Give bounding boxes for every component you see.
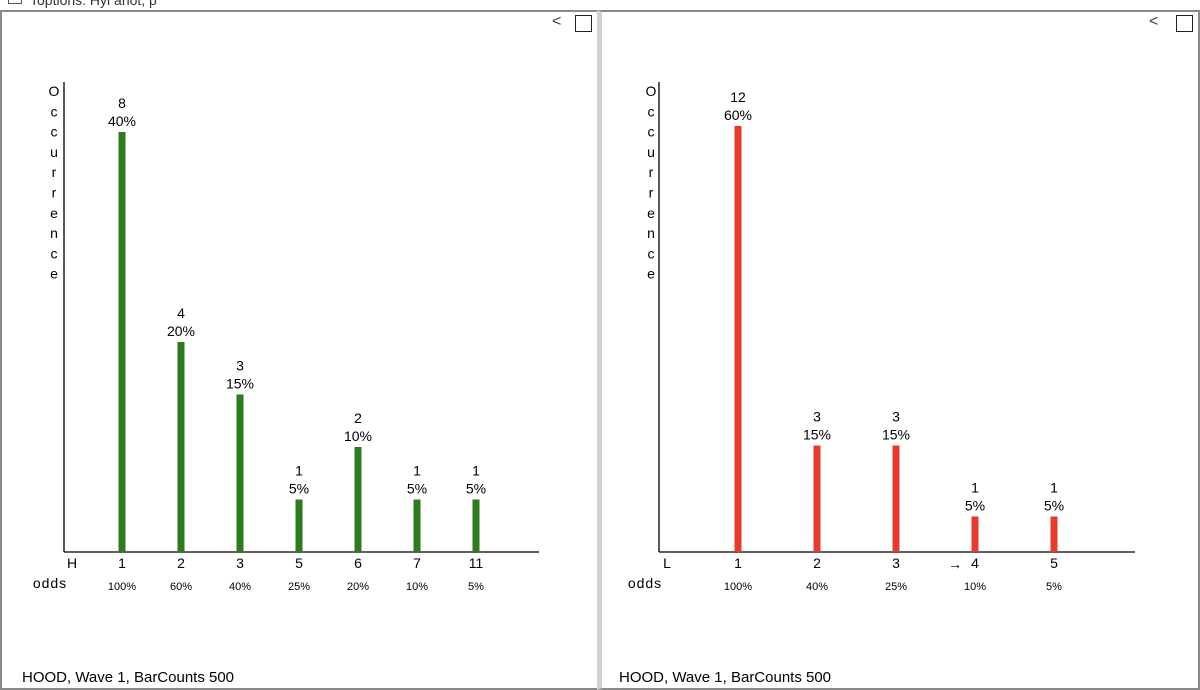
x-tick-label: 5 — [1050, 555, 1058, 571]
window-icon — [8, 0, 22, 4]
low-odds-chart: OccurrenceLodds1260%1100%315%240%315%325… — [628, 82, 1135, 593]
maximize-button[interactable] — [575, 15, 592, 32]
bar-count-label: 1 — [971, 480, 979, 496]
y-axis-label-char: e — [647, 205, 655, 221]
odds-percent-label: 100% — [108, 581, 136, 593]
odds-percent-label: 10% — [964, 581, 986, 593]
odds-percent-label: 25% — [885, 581, 907, 593]
odds-percent-label: 5% — [1046, 581, 1062, 593]
axis-tag-label: L — [663, 555, 671, 571]
y-axis-label-char: c — [51, 103, 58, 119]
x-tick-label: 6 — [354, 555, 362, 571]
y-axis-label-char: c — [648, 124, 655, 140]
bar-count-label: 3 — [236, 358, 244, 374]
y-axis-label-char: e — [647, 266, 655, 282]
bar-count-label: 2 — [354, 410, 362, 426]
y-axis-label-char: c — [648, 245, 655, 261]
bar-count-label: 1 — [413, 463, 421, 479]
odds-percent-label: 100% — [724, 581, 752, 593]
chart-footer: HOOD, Wave 1, BarCounts 500 — [619, 669, 832, 686]
y-axis-label-char: r — [52, 164, 57, 180]
bar — [118, 132, 126, 552]
y-axis-label-char: O — [49, 83, 60, 99]
bar-percent-label: 5% — [965, 498, 985, 514]
bar — [892, 445, 900, 552]
bar — [734, 126, 742, 552]
bar-percent-label: 5% — [289, 481, 309, 497]
high-odds-chart: OccurrenceHodds840%1100%420%260%315%340%… — [33, 82, 539, 593]
bar-percent-label: 40% — [108, 113, 136, 129]
bar-percent-label: 15% — [226, 376, 254, 392]
bar-percent-label: 10% — [344, 428, 372, 444]
y-axis-label-char: e — [50, 205, 58, 221]
collapse-button[interactable]: < — [1149, 13, 1159, 30]
x-tick-label: 2 — [177, 555, 185, 571]
bar-count-label: 3 — [813, 409, 821, 425]
current-position-arrow: → — [948, 556, 962, 572]
x-tick-label: 3 — [236, 555, 244, 571]
y-axis-label-char: n — [50, 225, 58, 241]
y-axis-label-char: r — [649, 185, 654, 201]
x-tick-label: 5 — [295, 555, 303, 571]
odds-percent-label: 60% — [170, 581, 192, 593]
y-axis-label-char: c — [51, 124, 58, 140]
bar-percent-label: 15% — [882, 427, 910, 443]
bar-count-label: 8 — [118, 95, 126, 111]
window-title: Toptions: Hyi anot, p — [30, 0, 157, 8]
bar — [295, 499, 303, 552]
bar-count-label: 12 — [730, 89, 746, 105]
x-axis-label: odds — [628, 575, 662, 591]
y-axis-label-char: O — [646, 83, 657, 99]
chart-footer: HOOD, Wave 1, BarCounts 500 — [22, 669, 235, 686]
odds-percent-label: 10% — [406, 581, 428, 593]
y-axis-label-char: c — [648, 103, 655, 119]
odds-percent-label: 20% — [347, 581, 369, 593]
y-axis-label-char: n — [647, 225, 655, 241]
bar-percent-label: 5% — [466, 481, 486, 497]
collapse-button[interactable]: < — [552, 13, 562, 30]
bar-percent-label: 5% — [1044, 498, 1064, 514]
bar — [813, 445, 821, 552]
axis-tag-label: H — [67, 555, 77, 571]
bar-percent-label: 20% — [167, 323, 195, 339]
x-tick-label: 4 — [971, 555, 979, 571]
bar-percent-label: 15% — [803, 427, 831, 443]
bar-count-label: 1 — [1050, 480, 1058, 496]
bar-count-label: 3 — [892, 409, 900, 425]
odds-percent-label: 40% — [229, 581, 251, 593]
x-axis-label: odds — [33, 575, 67, 591]
x-tick-label: 1 — [734, 555, 742, 571]
bar-count-label: 1 — [295, 463, 303, 479]
bar-count-label: 1 — [472, 463, 480, 479]
x-tick-label: 2 — [813, 555, 821, 571]
maximize-button[interactable] — [1176, 15, 1193, 32]
y-axis-label-char: c — [51, 245, 58, 261]
y-axis-label-char: e — [50, 266, 58, 282]
y-axis-label-char: u — [647, 144, 655, 160]
y-axis-label-char: r — [52, 185, 57, 201]
bar-count-label: 4 — [177, 305, 185, 321]
bar — [354, 447, 362, 552]
window-title-bar: Toptions: Hyi anot, p — [0, 0, 1200, 10]
y-axis-label-char: r — [649, 164, 654, 180]
bar — [971, 516, 979, 552]
y-axis-label-char: u — [50, 144, 58, 160]
odds-percent-label: 40% — [806, 581, 828, 593]
bar — [1050, 516, 1058, 552]
bar — [236, 394, 244, 552]
bar-percent-label: 60% — [724, 107, 752, 123]
odds-percent-label: 5% — [468, 581, 484, 593]
x-tick-label: 7 — [413, 555, 421, 571]
bar — [472, 499, 480, 552]
bar-percent-label: 5% — [407, 481, 427, 497]
bar — [413, 499, 421, 552]
x-tick-label: 3 — [892, 555, 900, 571]
bar — [177, 342, 185, 552]
x-tick-label: 11 — [469, 555, 484, 571]
odds-percent-label: 25% — [288, 581, 310, 593]
x-tick-label: 1 — [118, 555, 126, 571]
